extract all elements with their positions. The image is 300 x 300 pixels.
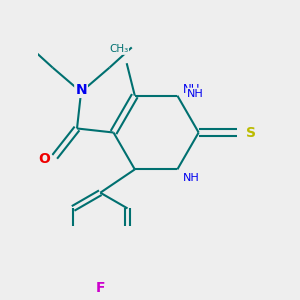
Text: NH: NH: [183, 83, 200, 96]
Text: O: O: [39, 152, 50, 166]
Text: N: N: [75, 83, 87, 97]
Text: NH: NH: [187, 88, 204, 99]
Text: F: F: [96, 281, 105, 295]
Text: NH: NH: [183, 172, 200, 182]
Text: CH₃: CH₃: [109, 44, 128, 54]
Text: S: S: [246, 125, 256, 140]
